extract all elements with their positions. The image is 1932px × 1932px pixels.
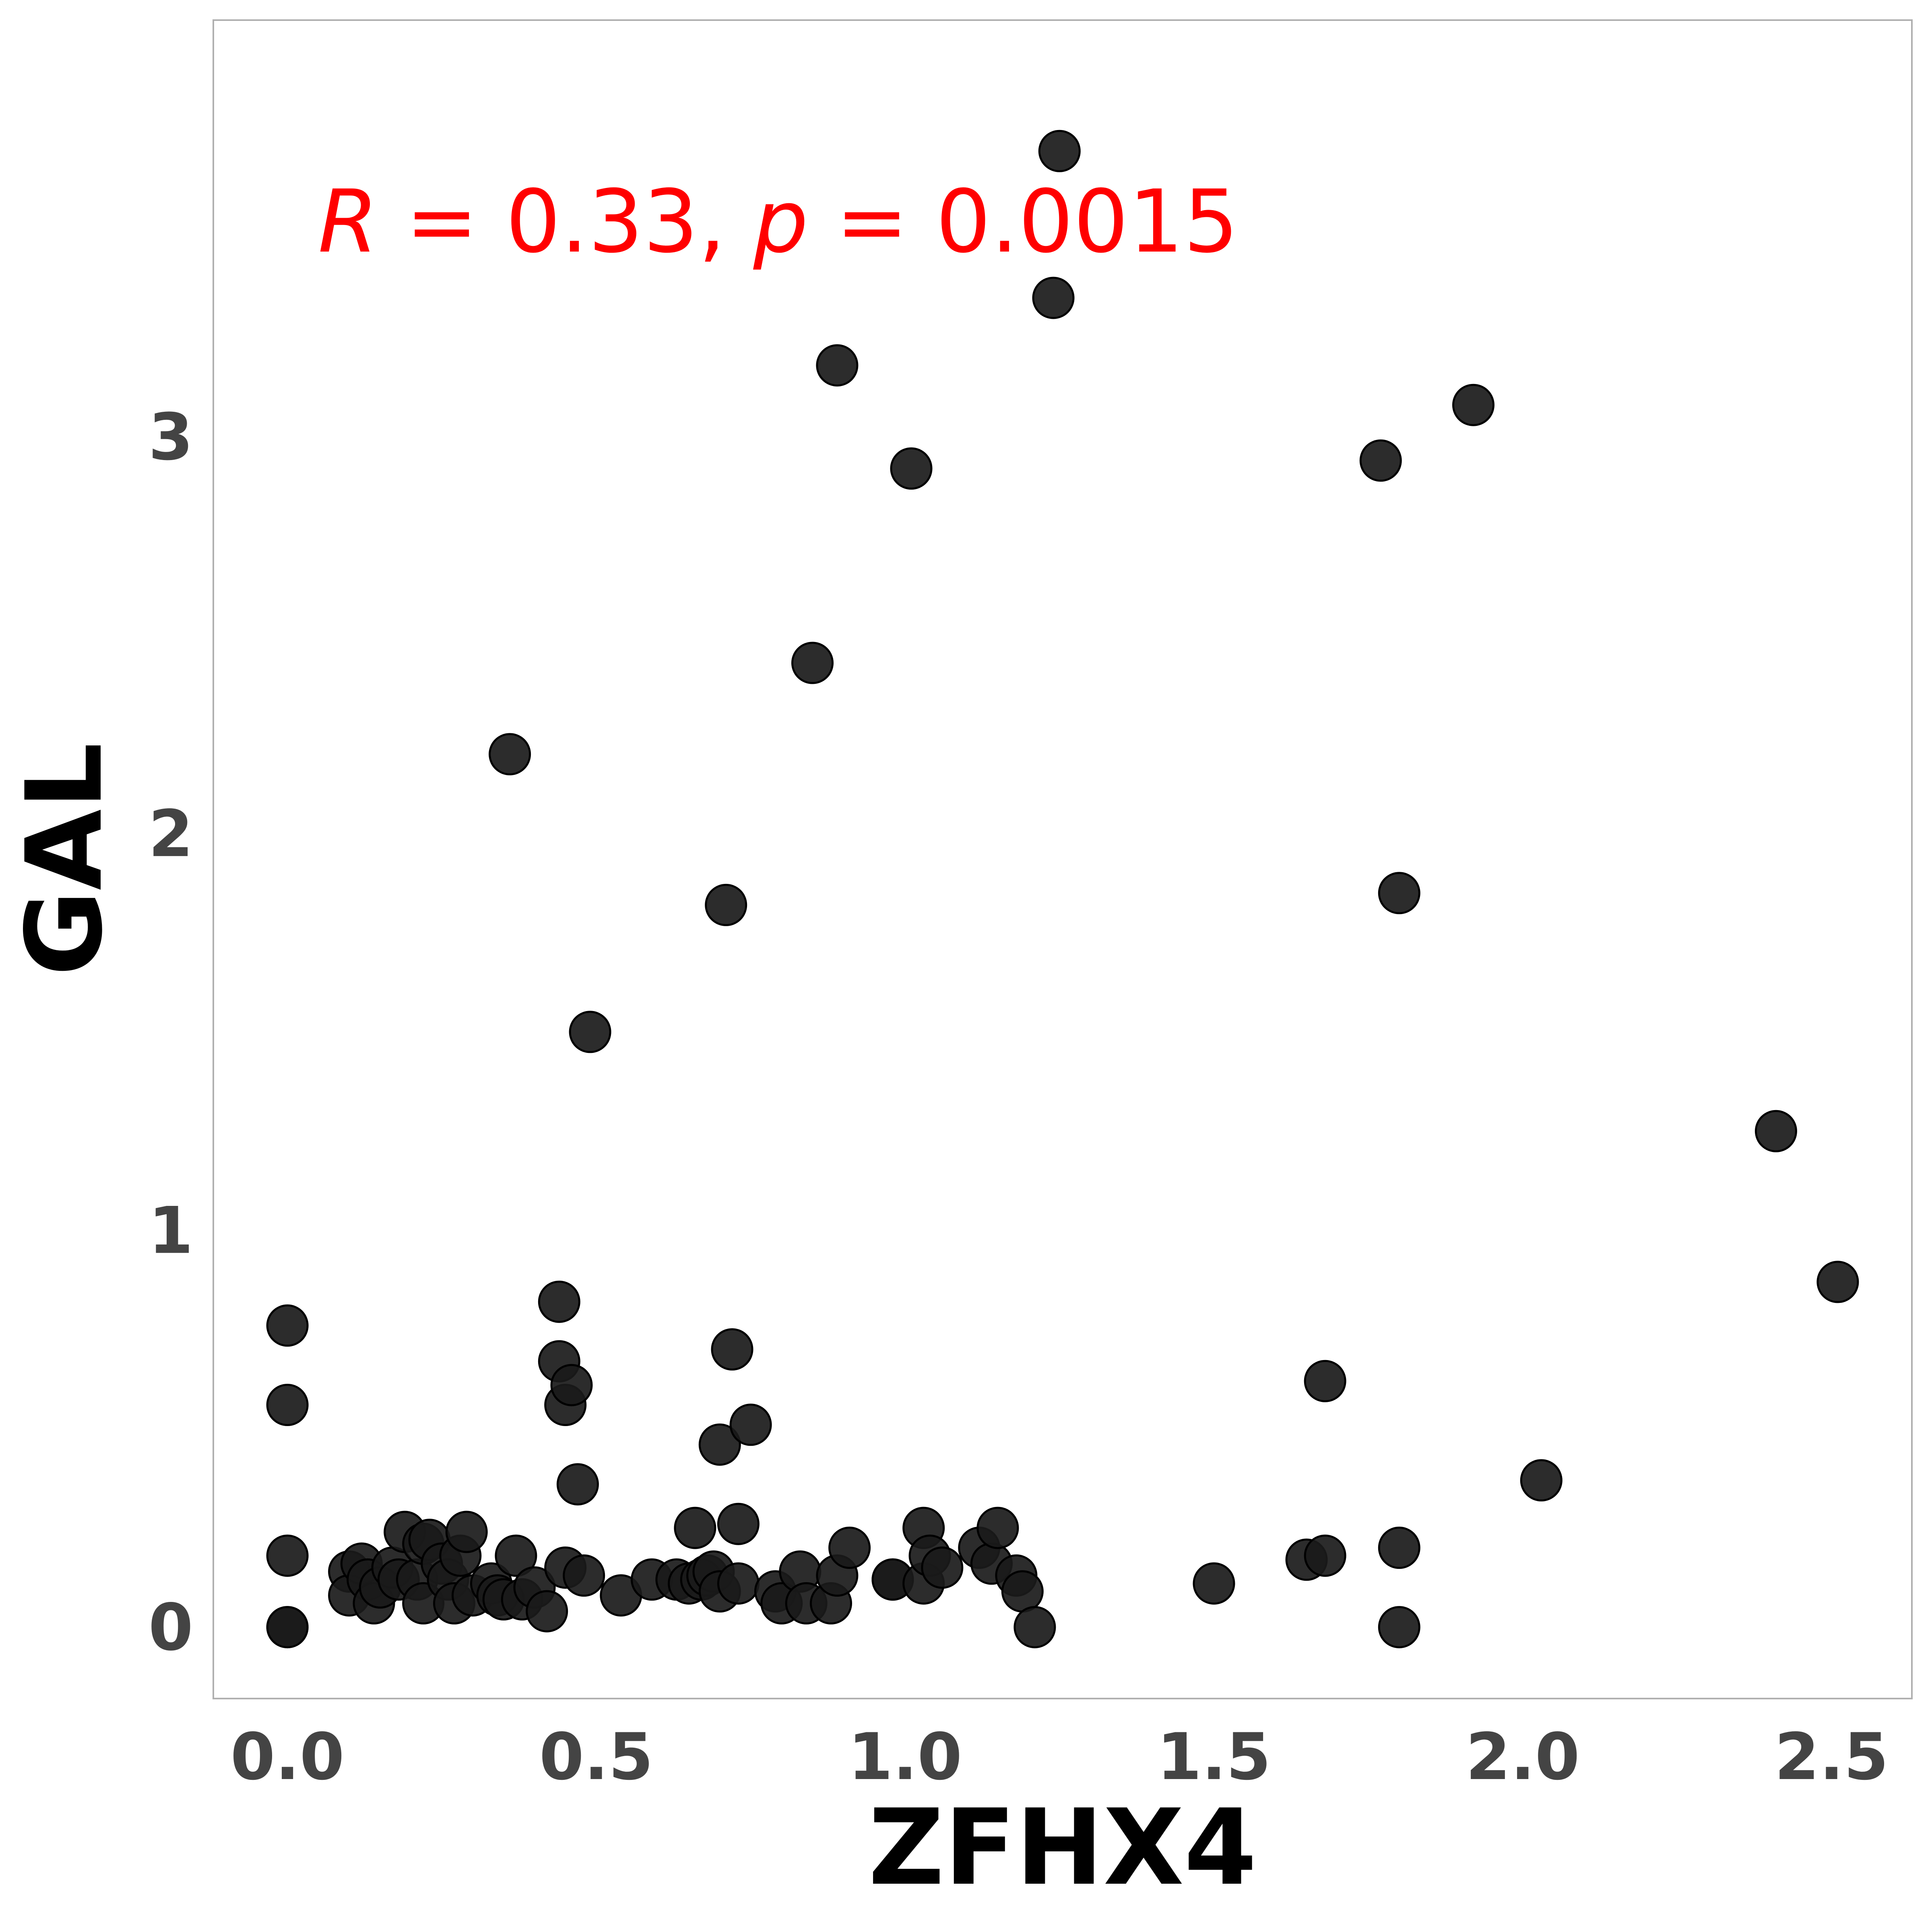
y-tick-label: 3 [149,399,193,475]
data-point [1816,1261,1859,1303]
data-point [550,1364,593,1406]
data-point [445,1511,488,1553]
p-value: = 0.0015 [808,171,1238,272]
data-point [1378,1526,1420,1569]
y-tick-label: 1 [149,1193,193,1268]
data-point [1378,872,1420,914]
y-axis-title: GAL [4,743,126,976]
data-point [698,1423,741,1466]
data-point [1378,1606,1420,1649]
r-symbol: R [318,171,378,272]
data-point [921,1546,964,1589]
x-tick-label: 0.0 [230,1719,344,1794]
data-point [569,1011,611,1053]
x-tick-label: 1.5 [1157,1719,1271,1794]
data-point [266,1384,309,1426]
data-point [266,1534,309,1577]
data-point [816,344,859,387]
data-point [674,1507,716,1549]
data-point [1013,1606,1056,1649]
x-tick-label: 0.5 [539,1719,653,1794]
correlation-annotation: R = 0.33, p = 0.0015 [318,171,1238,272]
data-point [1001,1570,1044,1613]
data-point [563,1554,605,1597]
data-point [1452,384,1494,426]
data-point [791,642,834,684]
data-point [538,1280,580,1323]
data-point [1520,1459,1563,1502]
p-symbol: p [753,171,808,272]
data-point [1304,1534,1346,1577]
data-point [1359,439,1402,482]
y-tick-labels: 0 1 2 3 [149,399,193,1665]
x-tick-labels: 0.0 0.5 1.0 1.5 2.0 2.5 [230,1719,1889,1794]
data-point [1754,1110,1797,1152]
data-point [1032,277,1075,319]
data-point [717,1503,760,1545]
data-point [890,447,933,490]
data-point [711,1328,753,1371]
data-point [489,733,531,776]
x-axis-title: ZFHX4 [868,1787,1257,1909]
r-value: = 0.33, [378,171,753,272]
data-point [556,1463,599,1506]
x-tick-label: 1.0 [848,1719,962,1794]
data-point [717,1562,760,1605]
data-point [729,1404,772,1446]
data-point [266,1606,309,1649]
points-layer [266,130,1859,1649]
data-point [828,1526,871,1569]
data-point [1304,1360,1346,1402]
data-point [705,883,747,926]
data-point [266,1304,309,1347]
x-tick-label: 2.0 [1466,1719,1579,1794]
x-tick-label: 2.5 [1775,1719,1889,1794]
y-tick-label: 2 [149,796,193,871]
y-tick-label: 0 [149,1590,193,1665]
data-point [976,1507,1019,1549]
data-point [495,1534,537,1577]
data-point [526,1590,568,1633]
data-point [1193,1562,1235,1605]
data-point [1038,130,1081,172]
